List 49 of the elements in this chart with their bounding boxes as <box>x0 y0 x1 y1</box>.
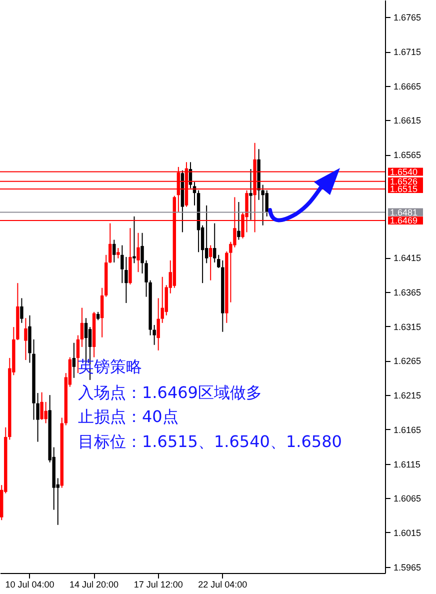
candlestick <box>76 334 80 374</box>
candlestick <box>24 318 28 361</box>
ref-line-label: 1.6481 <box>390 207 418 218</box>
candlestick <box>124 256 128 304</box>
y-tick-label: 1.6765 <box>394 12 422 23</box>
annotation: 止损点：40点 <box>78 407 178 426</box>
y-tick-label: 1.6615 <box>394 116 422 126</box>
ref-line-label: 1.6540 <box>390 166 418 177</box>
candlestick <box>237 201 240 240</box>
y-tick-label: 1.6265 <box>394 356 422 366</box>
y-tick-label: 1.6315 <box>394 322 422 332</box>
candlestick <box>116 248 120 259</box>
y-tick-label: 1.6715 <box>394 47 422 58</box>
ref-line-label: 1.6526 <box>390 176 418 186</box>
candlestick <box>112 239 116 263</box>
candlestick <box>40 392 44 420</box>
candlestick <box>100 287 104 338</box>
candlestick <box>20 298 24 324</box>
y-tick-label: 1.6215 <box>394 390 422 401</box>
candlestick <box>208 244 212 281</box>
candlestick <box>72 342 76 378</box>
x-tick-label: 17 Jul 12:00 <box>134 580 183 590</box>
y-tick-label: 1.6165 <box>394 424 422 435</box>
candlestick <box>156 298 160 351</box>
candlestick <box>136 232 140 273</box>
x-tick-label: 22 Jul 04:00 <box>198 580 248 590</box>
candlestick <box>204 204 208 264</box>
y-tick-label: 1.6065 <box>394 494 422 504</box>
y-tick-label: 1.6415 <box>394 253 422 264</box>
candlestick <box>132 216 136 264</box>
candlestick <box>44 401 48 424</box>
y-tick-label: 1.5965 <box>394 562 422 572</box>
y-tick-label: 1.6015 <box>394 528 422 538</box>
y-tick-label: 1.6665 <box>394 81 422 92</box>
ref-line-label: 1.6515 <box>390 184 418 194</box>
annotation: 目标位：1.6515、1.6540、1.6580 <box>78 432 342 451</box>
candlestick <box>80 307 84 348</box>
y-tick-label: 1.6365 <box>394 287 422 298</box>
candlestick <box>160 276 164 324</box>
candlestick <box>217 254 220 268</box>
candlestick <box>249 168 252 220</box>
y-tick-label: 1.6115 <box>394 459 420 470</box>
y-tick-label: 1.6565 <box>394 150 422 160</box>
candlestick <box>212 222 216 263</box>
candlestick <box>108 222 112 264</box>
ref-line-label: 1.6469 <box>390 216 418 226</box>
x-tick-label: 14 Jul 20:00 <box>70 580 119 590</box>
x-tick-label: 10 Jul 04:00 <box>5 580 54 590</box>
annotation: 入场点：1.6469区域做多 <box>78 383 262 402</box>
